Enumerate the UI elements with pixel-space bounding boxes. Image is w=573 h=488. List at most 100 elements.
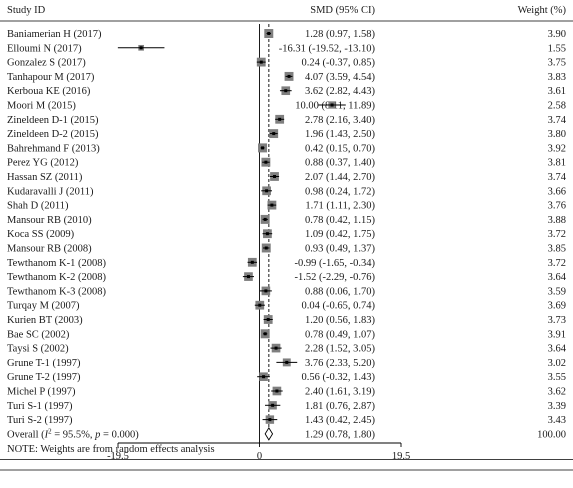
study-point-estimate bbox=[259, 60, 263, 64]
study-label: Tewthanom K-2 (2008) bbox=[7, 272, 106, 283]
study-ci-text: 2.40 (1.61, 3.19) bbox=[305, 387, 375, 398]
study-ci-text: 3.76 (2.33, 5.20) bbox=[305, 358, 375, 369]
study-weight-text: 3.81 bbox=[548, 158, 566, 169]
study-label: Turi S-1 (1997) bbox=[7, 401, 73, 412]
study-weight-text: 3.69 bbox=[548, 301, 566, 312]
study-point-estimate bbox=[268, 418, 272, 422]
study-label: Tewthanom K-3 (2008) bbox=[7, 286, 106, 297]
study-ci-text: 1.28 (0.97, 1.58) bbox=[305, 29, 375, 40]
study-weight-text: 3.64 bbox=[548, 272, 567, 283]
study-point-estimate bbox=[284, 89, 288, 93]
study-label: Turi S-2 (1997) bbox=[7, 415, 73, 426]
study-label: Zineldeen D-1 (2015) bbox=[7, 115, 99, 126]
study-point-estimate bbox=[266, 318, 270, 321]
study-label: Kurien BT (2003) bbox=[7, 315, 83, 326]
overall-weight-text: 100.00 bbox=[537, 429, 566, 440]
study-point-estimate bbox=[330, 103, 334, 107]
study-label: Baniamerian H (2017) bbox=[7, 29, 102, 40]
study-ci-text: 1.71 (1.11, 2.30) bbox=[305, 201, 375, 212]
study-weight-text: 3.92 bbox=[548, 143, 566, 154]
study-label: Mansour RB (2010) bbox=[7, 215, 92, 226]
overall-ci-text: 1.29 (0.78, 1.80) bbox=[305, 429, 375, 440]
study-label: Gonzalez S (2017) bbox=[7, 58, 86, 69]
study-point-estimate bbox=[271, 403, 275, 407]
study-ci-text: 3.62 (2.82, 4.43) bbox=[305, 86, 375, 97]
study-label: Hassan SZ (2011) bbox=[7, 172, 83, 183]
study-label: Bahrehmand F (2013) bbox=[7, 143, 100, 154]
overall-label: Overall (I2 = 95.5%, p = 0.000) bbox=[7, 427, 139, 440]
study-weight-text: 3.55 bbox=[548, 372, 566, 383]
study-weight-text: 3.88 bbox=[548, 215, 566, 226]
study-label: Kerboua KE (2016) bbox=[7, 86, 91, 97]
study-weight-text: 3.74 bbox=[548, 115, 567, 126]
study-ci-text: 0.24 (-0.37, 0.85) bbox=[302, 58, 376, 69]
study-weight-text: 3.80 bbox=[548, 129, 566, 140]
study-ci-text: 4.07 (3.59, 4.54) bbox=[305, 72, 375, 83]
study-ci-text: 0.88 (0.37, 1.40) bbox=[305, 158, 375, 169]
study-ci-text: 1.96 (1.43, 2.50) bbox=[305, 129, 375, 140]
study-weight-text: 2.58 bbox=[548, 101, 566, 112]
study-weight-text: 3.85 bbox=[548, 244, 566, 255]
study-point-estimate bbox=[263, 217, 267, 221]
header-weight: Weight (%) bbox=[518, 5, 567, 16]
study-point-estimate bbox=[139, 46, 143, 50]
note-text: NOTE: Weights are from random effects an… bbox=[7, 444, 215, 455]
study-label: Grune T-2 (1997) bbox=[7, 372, 81, 383]
study-weight-text: 3.64 bbox=[548, 344, 567, 355]
study-ci-text: 1.09 (0.42, 1.75) bbox=[305, 229, 375, 240]
study-point-estimate bbox=[275, 389, 279, 393]
study-label: Elloumi N (2017) bbox=[7, 43, 82, 54]
study-label: Shah D (2011) bbox=[7, 201, 69, 212]
study-label: Bae SC (2002) bbox=[7, 329, 70, 340]
study-ci-text: 0.42 (0.15, 0.70) bbox=[305, 143, 375, 154]
study-ci-text: -0.99 (-1.65, -0.34) bbox=[295, 258, 376, 269]
study-label: Turqay M (2007) bbox=[7, 301, 80, 312]
study-point-estimate bbox=[273, 175, 277, 178]
study-point-estimate bbox=[278, 117, 282, 121]
study-label: Zineldeen D-2 (2015) bbox=[7, 129, 99, 140]
study-ci-text: 0.56 (-0.32, 1.43) bbox=[302, 372, 376, 383]
study-weight-text: 3.62 bbox=[548, 387, 566, 398]
study-ci-text: 1.43 (0.42, 2.45) bbox=[305, 415, 375, 426]
study-point-estimate bbox=[264, 160, 268, 164]
study-ci-text: 0.88 (0.06, 1.70) bbox=[305, 286, 375, 297]
study-ci-text: 0.04 (-0.65, 0.74) bbox=[302, 301, 376, 312]
study-point-estimate bbox=[263, 332, 267, 336]
study-ci-text: 0.78 (0.42, 1.15) bbox=[305, 215, 375, 226]
study-weight-text: 3.02 bbox=[548, 358, 566, 369]
study-ci-text: 1.20 (0.56, 1.83) bbox=[305, 315, 375, 326]
study-point-estimate bbox=[285, 360, 289, 364]
study-ci-text: 2.28 (1.52, 3.05) bbox=[305, 344, 375, 355]
study-weight-text: 3.39 bbox=[548, 401, 566, 412]
study-label: Perez YG (2012) bbox=[7, 158, 79, 169]
overall-diamond bbox=[264, 427, 274, 441]
study-label: Michel P (1997) bbox=[7, 387, 76, 398]
study-weight-text: 3.72 bbox=[548, 258, 566, 269]
study-weight-text: 3.59 bbox=[548, 286, 566, 297]
study-weight-text: 3.72 bbox=[548, 229, 566, 240]
study-ci-text: 2.78 (2.16, 3.40) bbox=[305, 115, 375, 126]
header-study: Study ID bbox=[7, 5, 46, 16]
study-label: Tewthanom K-1 (2008) bbox=[7, 258, 106, 269]
study-point-estimate bbox=[258, 303, 262, 307]
study-weight-text: 3.74 bbox=[548, 172, 567, 183]
study-point-estimate bbox=[267, 32, 271, 35]
study-ci-text: -16.31 (-19.52, -13.10) bbox=[279, 43, 376, 54]
study-weight-text: 3.43 bbox=[548, 415, 566, 426]
study-ci-text: 2.07 (1.44, 2.70) bbox=[305, 172, 375, 183]
study-ci-text: 0.93 (0.49, 1.37) bbox=[305, 244, 375, 255]
study-point-estimate bbox=[274, 346, 278, 350]
study-point-estimate bbox=[265, 232, 269, 236]
x-tick-label: -19.5 bbox=[107, 451, 129, 462]
x-tick-label: 19.5 bbox=[392, 451, 410, 462]
study-point-estimate bbox=[272, 132, 276, 136]
study-label: Grune T-1 (1997) bbox=[7, 358, 81, 369]
study-ci-text: 1.81 (0.76, 2.87) bbox=[305, 401, 375, 412]
study-ci-text: 0.98 (0.24, 1.72) bbox=[305, 186, 375, 197]
study-label: Taysi S (2002) bbox=[7, 344, 69, 355]
study-weight-text: 3.76 bbox=[548, 201, 566, 212]
study-point-estimate bbox=[265, 189, 269, 193]
study-point-estimate bbox=[287, 74, 291, 78]
study-label: Tanhapour M (2017) bbox=[7, 72, 95, 83]
